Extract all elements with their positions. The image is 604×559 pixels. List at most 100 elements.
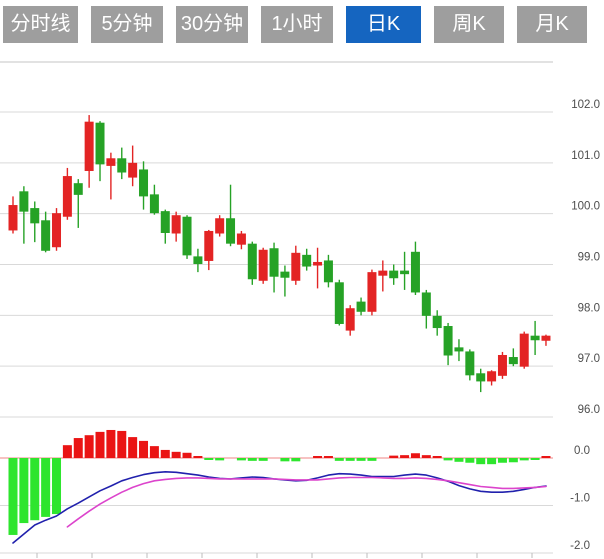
macd-bar-down: [30, 458, 40, 521]
candle-body-down: [302, 254, 312, 267]
tab-weekly-k[interactable]: 周K: [434, 6, 504, 43]
candle-body-down: [432, 315, 442, 329]
candle-body-up: [345, 308, 355, 331]
candle-body-down: [334, 282, 344, 324]
candle-body-down: [160, 211, 170, 233]
price-tick-label: 99.0: [578, 252, 600, 264]
macd-bar-down: [454, 458, 464, 462]
price-tick-label: 101.0: [571, 150, 600, 162]
macd-bar-up: [95, 431, 105, 458]
candle-body-down: [95, 122, 105, 165]
x-axis-ticks: [36, 553, 533, 558]
candle-body-up: [52, 213, 62, 248]
candle-body-down: [30, 208, 40, 224]
macd-bar-down: [291, 458, 301, 462]
macd-bar-up: [117, 430, 127, 458]
candle-body-down: [117, 158, 127, 173]
tab-daily-k[interactable]: 日K: [346, 6, 421, 43]
candle-body-down: [182, 216, 192, 256]
macd-bar-down: [356, 458, 366, 461]
macd-bar-up: [149, 446, 159, 458]
dif-line: [12, 470, 547, 544]
candle-body-down: [410, 251, 420, 293]
macd-bar-up: [106, 429, 116, 458]
candle-body-up: [8, 205, 18, 231]
macd-bar-up: [400, 455, 410, 458]
macd-bar-down: [465, 458, 475, 463]
price-tick-label: 96.0: [578, 404, 600, 416]
tab-30min[interactable]: 30分钟: [176, 6, 248, 43]
candle-body-down: [530, 335, 540, 341]
candle-body-up: [378, 270, 388, 276]
candle-body-up: [62, 176, 72, 217]
macd-bar-up: [193, 456, 203, 458]
candle-body-down: [454, 347, 464, 352]
price-tick-label: 97.0: [578, 353, 600, 365]
candle-body-down: [226, 218, 236, 244]
macd-bar-up: [313, 456, 323, 458]
macd-bar-up: [182, 452, 192, 458]
macd-bar-down: [280, 458, 290, 462]
candle-body-up: [258, 249, 268, 281]
macd-bar-down: [258, 458, 268, 461]
macd-bar-down: [204, 458, 214, 460]
candle-body-down: [476, 373, 486, 382]
macd-histogram: [8, 429, 551, 535]
candle-body-up: [171, 215, 181, 234]
macd-gridlines: [0, 457, 553, 554]
price-tick-label: 100.0: [571, 201, 600, 213]
macd-bar-down: [497, 458, 507, 463]
macd-bar-down: [487, 458, 497, 465]
macd-bar-up: [84, 435, 94, 458]
tab-1hour[interactable]: 1小时: [261, 6, 333, 43]
candle-body-up: [204, 230, 214, 261]
tab-5min[interactable]: 5分钟: [91, 6, 163, 43]
macd-bar-down: [519, 458, 529, 461]
candle-body-down: [41, 220, 51, 251]
macd-bar-up: [410, 453, 420, 458]
macd-bar-down: [443, 458, 453, 461]
macd-bar-up: [139, 440, 149, 458]
period-tabbar: 分时线 5分钟 30分钟 1小时 日K 周K 月K: [3, 6, 587, 43]
candle-body-down: [508, 357, 518, 365]
dif-line: [12, 470, 547, 544]
price-tick-label: 102.0: [571, 99, 600, 111]
candle-body-down: [19, 191, 29, 212]
macd-bar-up: [73, 438, 83, 458]
candle-body-down: [73, 183, 83, 195]
macd-bar-down: [334, 458, 344, 461]
candle-body-down: [193, 256, 203, 265]
tab-minute-line[interactable]: 分时线: [3, 6, 78, 43]
candle-body-up: [497, 354, 507, 376]
tab-monthly-k[interactable]: 月K: [517, 6, 587, 43]
candle-body-up: [215, 218, 225, 234]
candle-body-down: [247, 243, 257, 280]
macd-bar-down: [41, 458, 51, 517]
candle-body-up: [541, 335, 551, 341]
candle-body-up: [487, 371, 497, 382]
candle-body-up: [367, 272, 377, 312]
candle-body-down: [280, 271, 290, 278]
macd-bar-up: [171, 451, 181, 458]
macd-bar-up: [323, 456, 333, 458]
macd-bar-up: [389, 455, 399, 458]
macd-tick-label: -2.0: [570, 540, 590, 552]
candles: [8, 115, 551, 393]
macd-bar-up: [421, 455, 431, 458]
candle-body-up: [106, 158, 116, 166]
macd-tick-label: -1.0: [570, 493, 590, 505]
dea-line: [66, 476, 547, 528]
macd-bar-up: [128, 437, 138, 458]
macd-bar-down: [508, 458, 518, 463]
candle-body-down: [421, 292, 431, 316]
candle-body-up: [84, 121, 94, 171]
candle-body-down: [443, 326, 453, 356]
candle-body-down: [400, 270, 410, 275]
candle-body-up: [519, 333, 529, 367]
macd-bar-down: [215, 458, 225, 461]
candle-body-up: [128, 162, 138, 178]
candle-body-up: [236, 233, 246, 245]
macd-bar-down: [52, 458, 62, 515]
